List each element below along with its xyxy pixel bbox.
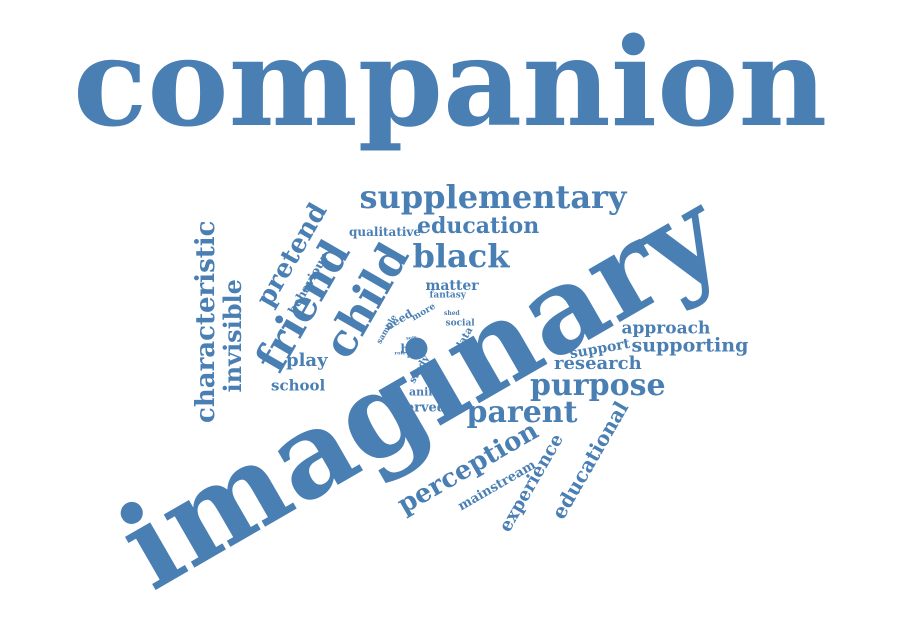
word-supporting: supporting [631,334,749,357]
word-self: self [406,335,417,342]
word-role: role [394,350,406,357]
word-animal: animal [409,385,452,399]
word-form: form [407,353,424,360]
word-invisible: invisible [218,279,247,393]
word-social: social [445,318,475,329]
word-play: play [286,350,328,371]
word-matter: matter [425,278,479,294]
word-characteristic: characteristic [191,220,221,423]
word-boy: boy [400,342,424,356]
word-research: research [554,353,642,374]
word-parent: parent [466,395,578,430]
word-black: black [412,237,510,275]
word-education: education [417,213,540,239]
word-purpose: purpose [530,368,666,403]
word-served: served [398,400,446,416]
word-companion: companion [73,10,828,154]
word-qualitative: qualitative [349,225,422,239]
word-shed: shed [444,310,460,317]
word-school: school [271,376,326,395]
word-main: main [459,342,479,352]
word-supplementary: supplementary [359,178,627,216]
word-light: light [463,351,479,358]
word-fantasy: fantasy [429,290,467,301]
word-approach: approach [621,318,711,339]
